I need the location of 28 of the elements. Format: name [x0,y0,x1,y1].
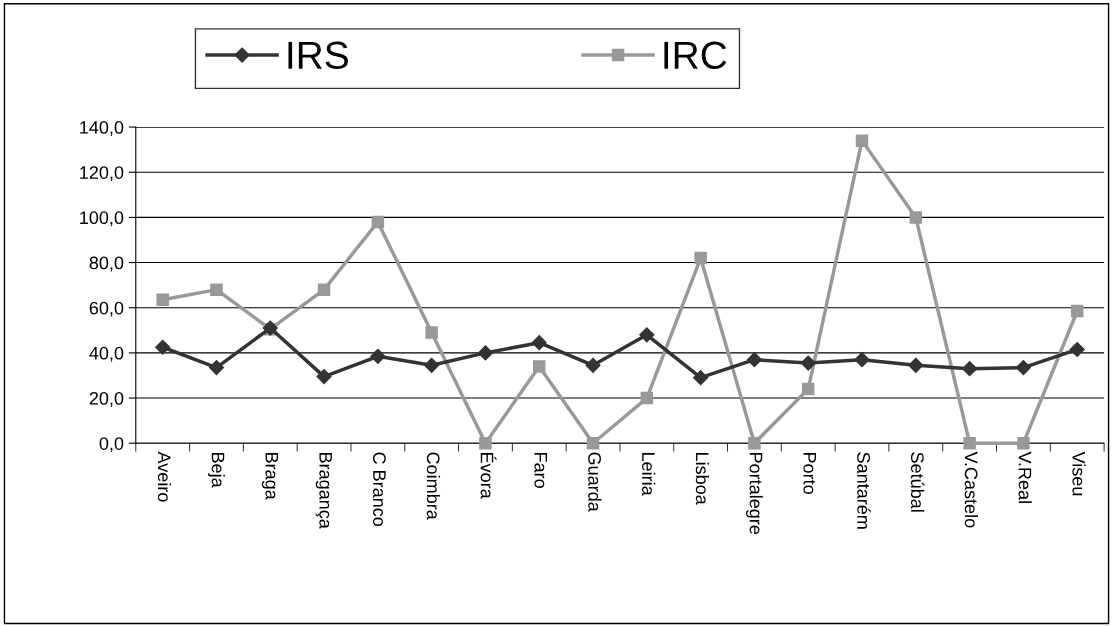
x-tick-label: Évora [480,453,497,499]
y-tick-label: 140,0 [80,121,124,136]
y-tick-label: 60,0 [89,301,124,317]
x-tick-label: Aveiro [157,451,172,502]
x-tick-label: Faro [534,453,547,488]
x-tick-label: Coimbra [426,452,441,520]
y-tick-label: 100,0 [80,211,124,227]
x-tick-label: Beja [208,453,225,488]
x-tick-label: V.Castelo [964,451,979,528]
y-tick-label: 120,0 [80,166,124,182]
legend-label: IRC [664,41,727,70]
x-tick-label: Viseu [1072,451,1086,496]
x-tick-label: Porto [803,453,816,494]
x-tick-label: Guarda [588,452,602,512]
x-tick-label: Santarém [857,452,871,529]
y-tick-label: 20,0 [89,391,124,407]
y-tick-label: 40,0 [89,346,124,362]
x-tick-label: Braga [261,453,279,500]
x-tick-label: Lisboa [695,453,710,505]
x-tick-label: Portalegre [746,453,763,535]
x-tick-label: Leiria [641,453,656,496]
x-tick-label: Bragança [315,453,332,529]
legend-label: IRS [288,41,348,70]
y-tick-label: 80,0 [89,256,124,272]
x-tick-label: V.Real [1018,451,1032,503]
x-tick-label: Setúbal [910,452,925,512]
x-tick-label: C Branco [373,452,386,527]
y-tick-label: 0,0 [99,437,124,453]
